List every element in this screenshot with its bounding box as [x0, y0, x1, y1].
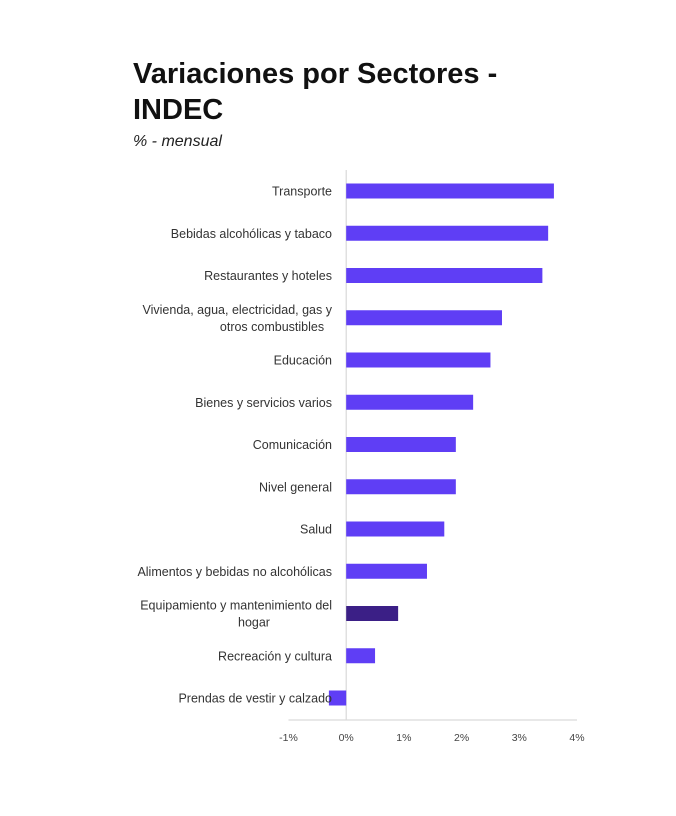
bar: [346, 648, 376, 664]
category-label: Nivel general: [259, 480, 332, 494]
category-label: Equipamiento y mantenimiento del hogar: [140, 599, 332, 630]
bar: [346, 394, 474, 410]
category-label: Vivienda, agua, electricidad, gas y otros…: [143, 303, 333, 334]
x-tick-label: 4%: [569, 732, 584, 744]
chart-title: Variaciones por Sectores - INDEC: [133, 58, 498, 126]
category-label: Salud: [300, 523, 332, 537]
category-label: Alimentos y bebidas no alcohólicas: [137, 565, 332, 579]
x-tick-label: 3%: [512, 732, 527, 744]
x-tick-label: -1%: [279, 732, 298, 744]
bar: [328, 690, 347, 706]
category-label: Comunicación: [253, 438, 332, 452]
x-tick-label: 2%: [454, 732, 469, 744]
category-label: Bienes y servicios varios: [195, 396, 332, 410]
category-label: Restaurantes y hoteles: [204, 269, 332, 283]
bar: [346, 521, 445, 537]
category-label: Prendas de vestir y calzado: [178, 692, 332, 706]
x-tick-label: 0%: [339, 732, 354, 744]
category-label: Bebidas alcohólicas y tabaco: [171, 227, 332, 241]
bar: [346, 268, 543, 283]
bar: [346, 183, 554, 199]
category-label: Transporte: [272, 185, 332, 199]
bar: [346, 352, 491, 368]
bar: [346, 479, 456, 495]
bar: [346, 606, 399, 621]
bar: [346, 437, 456, 452]
category-label: Educación: [274, 354, 332, 368]
bar: [346, 563, 427, 579]
bar: [346, 225, 549, 241]
chart-subtitle: % - mensual: [133, 133, 222, 150]
x-tick-label: 1%: [396, 732, 411, 744]
bar: [346, 310, 502, 326]
category-label: Recreación y cultura: [218, 649, 332, 663]
